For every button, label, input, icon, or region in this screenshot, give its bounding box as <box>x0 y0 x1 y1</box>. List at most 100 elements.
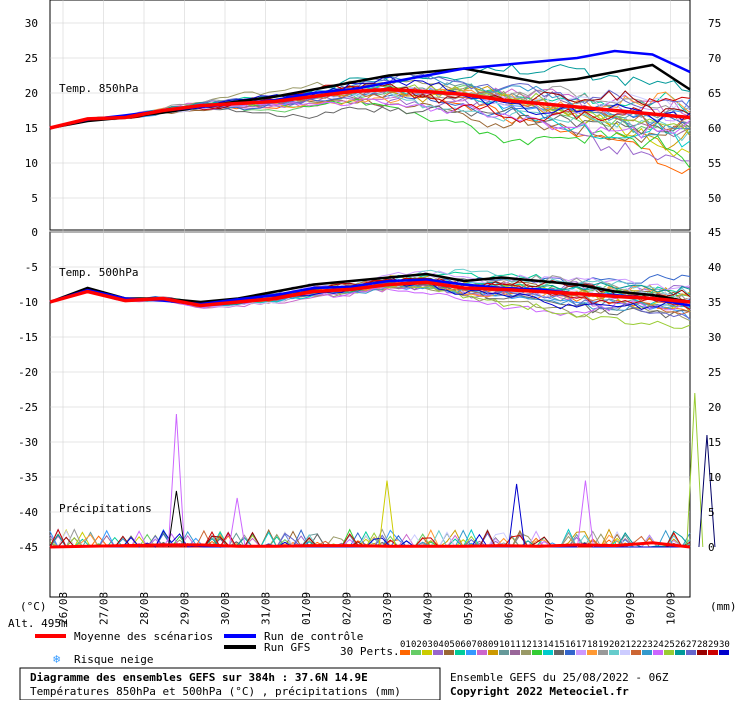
pert-swatch <box>609 650 619 655</box>
pert-number: 20 <box>609 640 620 650</box>
precip-peak <box>508 483 526 548</box>
left-tick-label: -10 <box>18 296 38 309</box>
pert-number: 27 <box>686 640 697 650</box>
right-tick-label: 60 <box>708 122 721 135</box>
legend-gfs-label: Run GFS <box>264 641 310 654</box>
pert-swatch <box>400 650 410 655</box>
x-date-label: 29/08 <box>179 592 192 625</box>
right-tick-label: 55 <box>708 157 721 170</box>
right-tick-label: 15 <box>708 436 721 449</box>
mean-line-precip <box>49 541 691 549</box>
left-tick-label: 20 <box>25 87 38 100</box>
pert-swatch <box>433 650 443 655</box>
left-tick-label: -15 <box>18 331 38 344</box>
pert-swatch <box>576 650 586 655</box>
left-tick-label: -45 <box>18 541 38 554</box>
mean-line-t850 <box>49 87 691 130</box>
x-date-label: 07/09 <box>543 592 556 625</box>
pert-swatch <box>686 650 696 655</box>
x-date-label: 26/08 <box>57 592 70 625</box>
precip-peak <box>228 497 246 548</box>
pert-swatch <box>554 650 564 655</box>
pert-number: 24 <box>653 640 664 650</box>
right-tick-label: 65 <box>708 87 721 100</box>
pert-number: 26 <box>675 640 686 650</box>
legend-mean-label: Moyenne des scénarios <box>74 630 213 643</box>
pert-number: 29 <box>708 640 719 650</box>
right-tick-label: 25 <box>708 366 721 379</box>
pert-number: 12 <box>521 640 532 650</box>
chart-subtitle: Températures 850hPa et 500hPa (°C) , pré… <box>30 685 401 698</box>
x-date-label: 05/09 <box>462 592 475 625</box>
pert-swatch <box>499 650 509 655</box>
pert-number: 04 <box>433 640 444 650</box>
pert-swatch <box>455 650 465 655</box>
left-tick-label: 10 <box>25 157 38 170</box>
x-date-label: 04/09 <box>422 592 435 625</box>
copyright: Copyright 2022 Meteociel.fr <box>450 685 629 698</box>
pert-number: 15 <box>554 640 565 650</box>
pert-swatch <box>510 650 520 655</box>
legend-perts-label: 30 Perts. <box>340 645 400 658</box>
right-axis-unit: (mm) <box>710 600 737 613</box>
pert-number: 13 <box>532 640 543 650</box>
pert-number: 22 <box>631 640 642 650</box>
pert-number: 14 <box>543 640 554 650</box>
left-axis-unit: (°C) <box>20 600 47 613</box>
x-date-label: 02/09 <box>341 592 354 625</box>
pert-number: 30 <box>719 640 730 650</box>
plot-frame-top <box>49 0 691 231</box>
pert-number: 02 <box>411 640 422 650</box>
pert-number: 10 <box>499 640 510 650</box>
left-tick-label: -20 <box>18 366 38 379</box>
pert-number: 11 <box>510 640 521 650</box>
pert-swatch <box>488 650 498 655</box>
run-info: Ensemble GEFS du 25/08/2022 - 06Z <box>450 671 669 684</box>
panel-label-t850: Temp. 850hPa <box>59 82 138 95</box>
pert-swatch <box>565 650 575 655</box>
precip-peak <box>167 490 185 548</box>
left-tick-label: 15 <box>25 122 38 135</box>
left-tick-label: -5 <box>25 261 38 274</box>
right-tick-label: 40 <box>708 261 721 274</box>
left-tick-label: 25 <box>25 52 38 65</box>
x-date-label: 31/08 <box>260 592 273 625</box>
pert-number: 07 <box>466 640 477 650</box>
pert-number: 03 <box>422 640 433 650</box>
precip-peak <box>686 392 704 548</box>
pert-swatch <box>532 650 542 655</box>
pert-number: 08 <box>477 640 488 650</box>
x-date-label: 08/09 <box>584 592 597 625</box>
left-tick-label: 0 <box>31 226 38 239</box>
x-date-label: 27/08 <box>98 592 111 625</box>
legend-control-label: Run de contrôle <box>264 630 363 643</box>
pert-swatch <box>653 650 663 655</box>
x-date-label: 28/08 <box>138 592 151 625</box>
x-date-label: 06/09 <box>503 592 516 625</box>
left-tick-label: -35 <box>18 471 38 484</box>
pert-swatch <box>477 650 487 655</box>
right-tick-label: 45 <box>708 226 721 239</box>
pert-swatch <box>719 650 729 655</box>
pert-number: 18 <box>587 640 598 650</box>
pert-swatch <box>422 650 432 655</box>
pert-number: 25 <box>664 640 675 650</box>
x-date-label: 01/09 <box>300 592 313 625</box>
pert-number: 06 <box>455 640 466 650</box>
left-tick-label: -30 <box>18 436 38 449</box>
precip-peak <box>167 413 185 548</box>
right-tick-label: 5 <box>708 506 715 519</box>
pert-swatch <box>631 650 641 655</box>
x-date-label: 03/09 <box>381 592 394 625</box>
left-tick-label: -40 <box>18 506 38 519</box>
pert-number: 16 <box>565 640 576 650</box>
x-date-label: 09/09 <box>624 592 637 625</box>
x-date-label: 10/09 <box>665 592 678 625</box>
altitude-label: Alt. 495m <box>8 617 68 630</box>
pert-number: 09 <box>488 640 499 650</box>
pert-swatch <box>411 650 421 655</box>
pert-swatch <box>675 650 685 655</box>
pert-number: 17 <box>576 640 587 650</box>
